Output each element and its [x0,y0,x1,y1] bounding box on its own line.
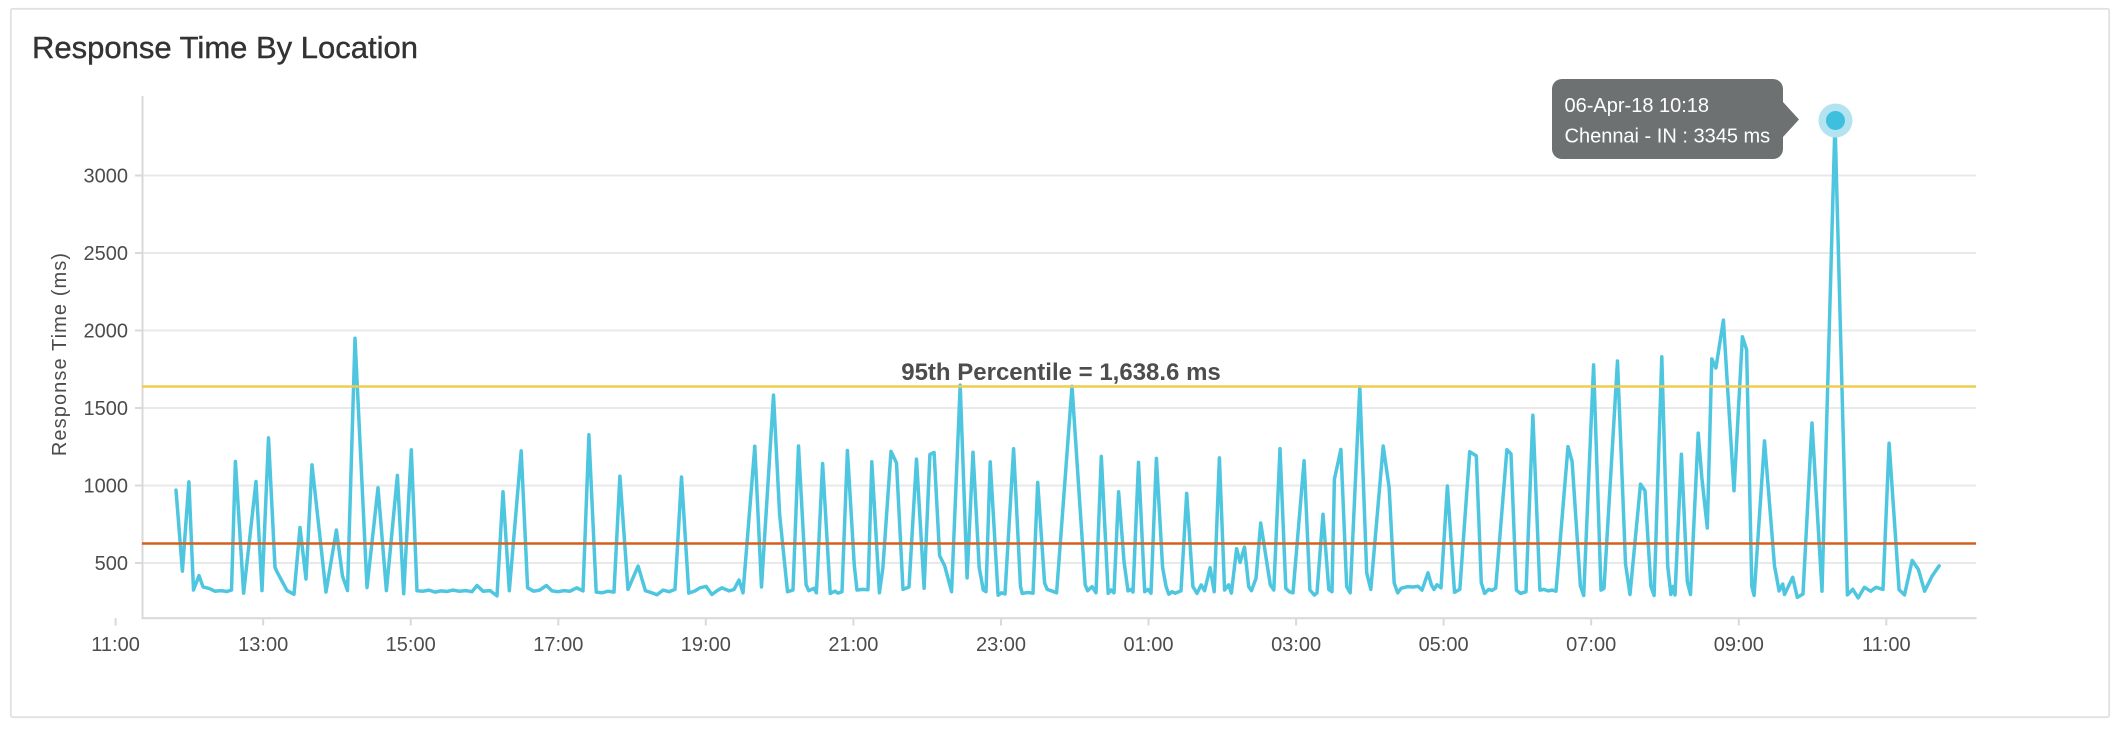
svg-text:500: 500 [95,553,128,575]
svg-text:1500: 1500 [84,398,129,420]
svg-text:01:00: 01:00 [1123,634,1173,656]
svg-text:2000: 2000 [84,321,129,343]
svg-text:2500: 2500 [84,243,129,265]
svg-text:09:00: 09:00 [1714,634,1764,656]
svg-text:Response Time By Location: Response Time By Location [32,30,418,65]
svg-text:11:00: 11:00 [91,634,140,656]
svg-text:17:00: 17:00 [533,634,583,656]
svg-text:3000: 3000 [84,166,129,188]
svg-text:95th Percentile = 1,638.6 ms: 95th Percentile = 1,638.6 ms [901,359,1221,386]
svg-text:Chennai - IN : 3345 ms: Chennai - IN : 3345 ms [1565,126,1771,148]
svg-text:03:00: 03:00 [1271,634,1321,656]
svg-text:15:00: 15:00 [386,634,436,656]
svg-text:11:00: 11:00 [1862,634,1911,656]
svg-text:06-Apr-18 10:18: 06-Apr-18 10:18 [1565,95,1710,117]
svg-text:1000: 1000 [84,476,129,498]
svg-text:13:00: 13:00 [238,634,288,656]
svg-text:Response Time (ms): Response Time (ms) [49,252,71,456]
svg-text:05:00: 05:00 [1419,634,1469,656]
svg-text:21:00: 21:00 [828,634,878,656]
svg-text:07:00: 07:00 [1566,634,1616,656]
svg-text:19:00: 19:00 [681,634,731,656]
svg-text:23:00: 23:00 [976,634,1026,656]
